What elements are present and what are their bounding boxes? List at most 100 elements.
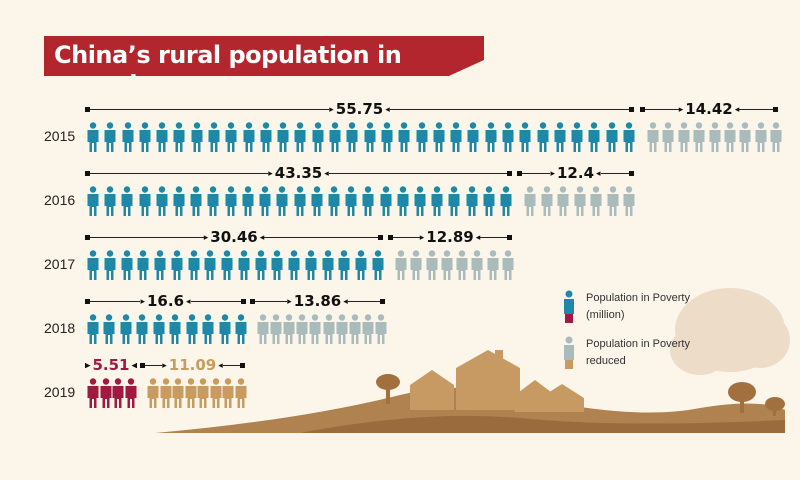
poverty-person-icon [450, 122, 462, 152]
poverty-person-icon [260, 122, 272, 152]
reduced-person-icon [693, 122, 705, 152]
poverty-person-icon [416, 122, 428, 152]
poverty-person-icon [355, 250, 367, 280]
poverty-person-icon [125, 378, 137, 408]
poverty-person-icon [571, 122, 583, 152]
poverty-person-icon [156, 186, 168, 216]
reduced-bracket: ▸ 12.89 ◂ [388, 228, 513, 246]
poverty-person-icon [414, 186, 426, 216]
bracket-line [90, 236, 204, 238]
arrow-left-icon: ◂ [596, 167, 601, 178]
poverty-person-icon [120, 314, 132, 344]
reduced-bracket-label: 14.42 [685, 100, 733, 118]
poverty-person-icon [397, 186, 409, 216]
poverty-person-icon [312, 122, 324, 152]
reduced-person-icon [524, 186, 536, 216]
arrow-right-icon: ▸ [550, 167, 555, 178]
reduced-person-icon [197, 378, 209, 408]
poverty-person-icon [87, 378, 99, 408]
poverty-person-icon [225, 186, 237, 216]
bracket-line [255, 300, 288, 302]
poverty-person-icon [381, 122, 393, 152]
reduced-person-icon [724, 122, 736, 152]
poverty-person-icon [204, 250, 216, 280]
bracket-line [328, 172, 508, 174]
reduced-person-icon [222, 378, 234, 408]
reduced-person-icon [590, 186, 602, 216]
reduced-person-icon [257, 314, 269, 344]
poverty-person-icon [277, 122, 289, 152]
arrow-left-icon: ◂ [475, 231, 481, 242]
reduced-person-icon [770, 122, 782, 152]
poverty-person-icon [364, 122, 376, 152]
reduced-person-icon [755, 122, 767, 152]
reduced-person-icon [557, 186, 569, 216]
reduced-bracket: ▸ 13.86 ◂ [250, 292, 386, 310]
poverty-person-icon [100, 378, 112, 408]
poverty-person-icon [311, 186, 323, 216]
poverty-person-icon [136, 314, 148, 344]
poverty-person-icon [588, 122, 600, 152]
arrow-left-icon: ◂ [218, 359, 223, 370]
reduced-person-icon [502, 250, 514, 280]
poverty-person-icon [467, 122, 479, 152]
arrow-left-icon: ◂ [131, 359, 137, 370]
reduced-person-icon [739, 122, 751, 152]
poverty-person-icon [122, 122, 134, 152]
year-label: 2019 [44, 384, 76, 400]
bracket-end [85, 298, 90, 304]
poverty-person-icon [121, 250, 133, 280]
bracket-end [240, 362, 246, 368]
reduced-person-icon [185, 378, 197, 408]
poverty-bracket: ▸ 43.35 ◂ [85, 164, 513, 182]
poverty-person-icon [87, 250, 99, 280]
bracket-line [222, 364, 241, 366]
bracket-line [90, 172, 269, 174]
title-banner: China’s rural population in poverty [44, 36, 484, 76]
reduced-bracket: ▸ 14.42 ◂ [640, 100, 779, 118]
poverty-person-icon [139, 122, 151, 152]
poverty-bracket-label: 30.46 [210, 228, 258, 246]
reduced-person-icon [426, 250, 438, 280]
poverty-person-icon [294, 122, 306, 152]
poverty-person-icon [154, 250, 166, 280]
bracket-end [507, 234, 513, 240]
reduced-person-icon [147, 378, 159, 408]
poverty-person-icon [173, 122, 185, 152]
poverty-person-icon [398, 122, 410, 152]
arrow-right-icon: ▸ [140, 295, 145, 306]
poverty-person-icon [173, 186, 185, 216]
reduced-person-icon [662, 122, 674, 152]
bracket-line [480, 236, 508, 238]
poverty-person-icon [519, 122, 531, 152]
arrow-left-icon: ◂ [385, 103, 390, 114]
year-label: 2018 [44, 320, 76, 336]
arrow-right-icon: ▸ [678, 103, 684, 114]
reduced-person-icon [574, 186, 585, 216]
reduced-person-icon [283, 314, 295, 344]
poverty-person-icon [345, 186, 357, 216]
bracket-end [140, 362, 145, 368]
poverty-person-icon [554, 122, 566, 152]
trees [376, 374, 785, 416]
bracket-line [347, 300, 381, 302]
poverty-person-icon [372, 250, 384, 280]
reduced-bracket-label: 12.4 [557, 164, 595, 182]
reduced-person-icon [270, 314, 282, 344]
arrow-left-icon: ◂ [734, 103, 740, 114]
chart-title: China’s rural population in poverty [54, 41, 402, 97]
poverty-person-icon [104, 122, 116, 152]
arrow-right-icon: ▸ [268, 167, 273, 178]
reduced-bracket: ▸ 11.09 ◂ [140, 356, 246, 374]
reduced-person-icon [323, 314, 335, 344]
poverty-person-icon [243, 122, 255, 152]
poverty-person-icon [221, 250, 233, 280]
arrow-right-icon: ▸ [329, 103, 334, 114]
bracket-end [250, 298, 255, 304]
reduced-person-icon [296, 314, 308, 344]
poverty-person-icon [202, 314, 214, 344]
bracket-end [629, 106, 635, 112]
reduced-person-icon [647, 122, 659, 152]
